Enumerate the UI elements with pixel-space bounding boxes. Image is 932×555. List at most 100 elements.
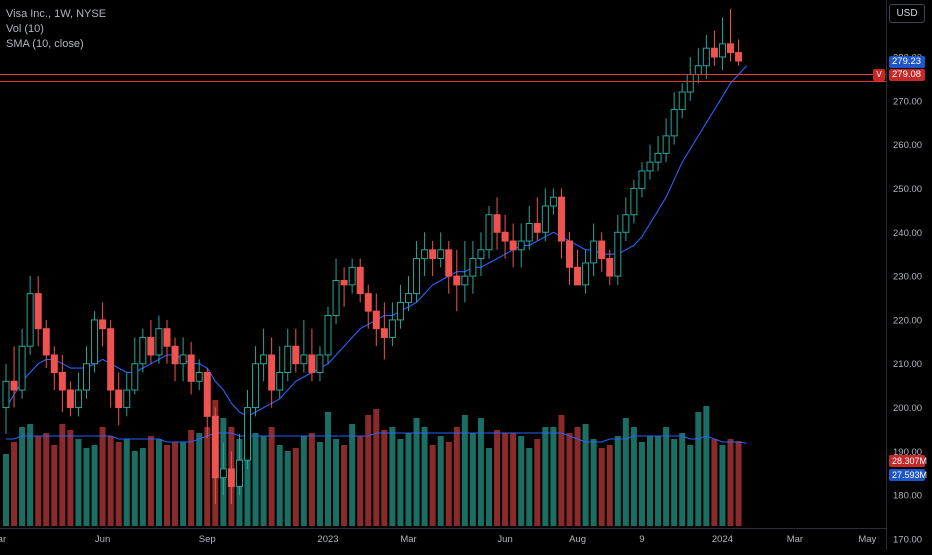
candle <box>413 241 421 303</box>
legend-volume[interactable]: Vol (10) <box>6 23 44 35</box>
candle <box>123 372 131 417</box>
candle-body <box>179 354 187 365</box>
candle <box>18 328 26 399</box>
candle <box>372 293 380 347</box>
currency-button[interactable]: USD <box>889 4 925 23</box>
volume-bar <box>405 433 412 526</box>
candle-body <box>445 249 453 277</box>
candle-body <box>74 389 82 409</box>
candle <box>437 232 445 268</box>
volume-bar <box>300 436 307 526</box>
candle-body <box>485 214 493 251</box>
candle <box>163 319 171 364</box>
legend-symbol[interactable]: Visa Inc., 1W, NYSE <box>6 8 107 20</box>
candle-body <box>260 354 268 365</box>
candle-body <box>300 354 308 365</box>
candle-body <box>533 223 541 233</box>
candle <box>26 276 34 355</box>
candle <box>485 205 493 259</box>
time-axis[interactable]: MarJunSep2023MarJunAug92024MarMayAug <box>0 528 932 546</box>
candle-body <box>598 240 606 260</box>
volume-bar <box>325 412 331 526</box>
candle-body <box>557 196 565 242</box>
candle <box>735 39 743 66</box>
candle <box>549 188 557 215</box>
candle-body <box>541 205 549 233</box>
candle-body <box>244 407 251 461</box>
volume-bar <box>542 427 549 526</box>
volume-bar <box>260 436 267 526</box>
candle-body <box>670 109 678 137</box>
volume-bar <box>550 427 557 526</box>
time-tick-label: Mar <box>787 534 803 545</box>
candle-body <box>630 187 638 216</box>
candle-body <box>284 345 292 374</box>
volume-bar <box>389 427 396 526</box>
candle <box>461 241 469 303</box>
symbol-badge[interactable]: V <box>873 69 885 81</box>
candle <box>686 56 694 101</box>
volume-bar <box>252 433 259 526</box>
candle-body <box>115 389 123 409</box>
volume-bar <box>276 445 283 526</box>
volume-bar <box>429 445 436 526</box>
candle-body <box>662 135 670 154</box>
volume-bar <box>638 442 645 526</box>
candle <box>300 319 308 373</box>
volume-bar <box>381 430 388 526</box>
candle-body <box>107 328 115 391</box>
time-tick-label: Sep <box>199 534 216 545</box>
legend-sma[interactable]: SMA (10, close) <box>6 38 84 50</box>
volume-bar <box>19 427 26 526</box>
candle-body <box>163 328 171 347</box>
candle <box>332 258 340 325</box>
candle <box>525 205 533 250</box>
candle <box>606 249 614 285</box>
candle-body <box>654 152 662 163</box>
volume-bar <box>598 448 605 526</box>
candle <box>340 267 348 307</box>
volume-bar <box>453 427 460 526</box>
volume-bar <box>35 436 42 526</box>
candle <box>203 368 211 439</box>
price-tick-label: 250.00 <box>893 184 922 195</box>
candle-body <box>219 468 227 479</box>
volume-bar <box>180 442 187 526</box>
candle <box>557 188 565 259</box>
candle-body <box>83 363 90 391</box>
candle <box>566 232 573 285</box>
candle <box>517 223 525 268</box>
volume-bar <box>534 439 541 526</box>
candle <box>107 319 115 408</box>
candle <box>646 144 654 180</box>
candle-body <box>50 354 58 374</box>
candle-body <box>614 231 622 277</box>
candle-body <box>469 258 477 277</box>
candle-body <box>405 293 412 303</box>
volume-bar <box>349 424 356 526</box>
volume-bar <box>365 415 372 526</box>
candle-body <box>606 258 614 277</box>
volume-bar <box>421 427 428 526</box>
candle-body <box>195 372 203 382</box>
candle <box>34 276 42 347</box>
candle-body <box>340 279 348 286</box>
candle-body <box>348 266 356 286</box>
volume-bar <box>43 433 50 526</box>
candle <box>252 346 260 417</box>
candle-body <box>678 91 686 111</box>
volume-bar <box>510 433 517 526</box>
candle <box>91 311 99 373</box>
candle <box>348 258 356 294</box>
candlesticks <box>2 8 743 504</box>
candle-body <box>99 319 107 330</box>
volume-bar <box>518 436 525 526</box>
volume-bar <box>526 448 533 526</box>
candle-body <box>292 345 300 365</box>
volume-bar <box>687 445 694 526</box>
candle-body <box>91 319 99 365</box>
price-axis[interactable]: 290.00280.00270.00260.00250.00240.00230.… <box>886 0 923 550</box>
candle-body <box>187 354 195 382</box>
